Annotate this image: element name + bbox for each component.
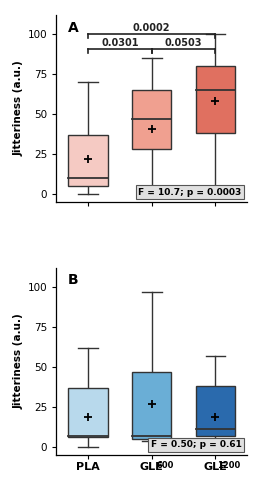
Text: 0.0503: 0.0503 <box>164 38 202 48</box>
Bar <box>132 372 171 439</box>
Text: 600: 600 <box>156 460 173 469</box>
Text: B: B <box>67 274 78 287</box>
Text: 0.0301: 0.0301 <box>101 38 138 48</box>
Text: A: A <box>67 20 78 34</box>
Text: PLA: PLA <box>76 462 100 472</box>
Bar <box>195 386 234 436</box>
Y-axis label: Jitteriness (a.u.): Jitteriness (a.u.) <box>13 60 23 156</box>
Text: 1200: 1200 <box>216 460 240 469</box>
Text: F = 0.50; p = 0.61: F = 0.50; p = 0.61 <box>150 440 241 450</box>
Y-axis label: Jitteriness (a.u.): Jitteriness (a.u.) <box>13 314 23 410</box>
Text: 0.0002: 0.0002 <box>132 24 170 34</box>
Text: GLE: GLE <box>139 462 163 472</box>
Bar <box>195 66 234 134</box>
Bar <box>68 135 107 186</box>
Bar <box>132 90 171 150</box>
Text: GLE: GLE <box>203 462 227 472</box>
Text: F = 10.7; p = 0.0003: F = 10.7; p = 0.0003 <box>138 188 241 196</box>
Bar <box>68 388 107 438</box>
